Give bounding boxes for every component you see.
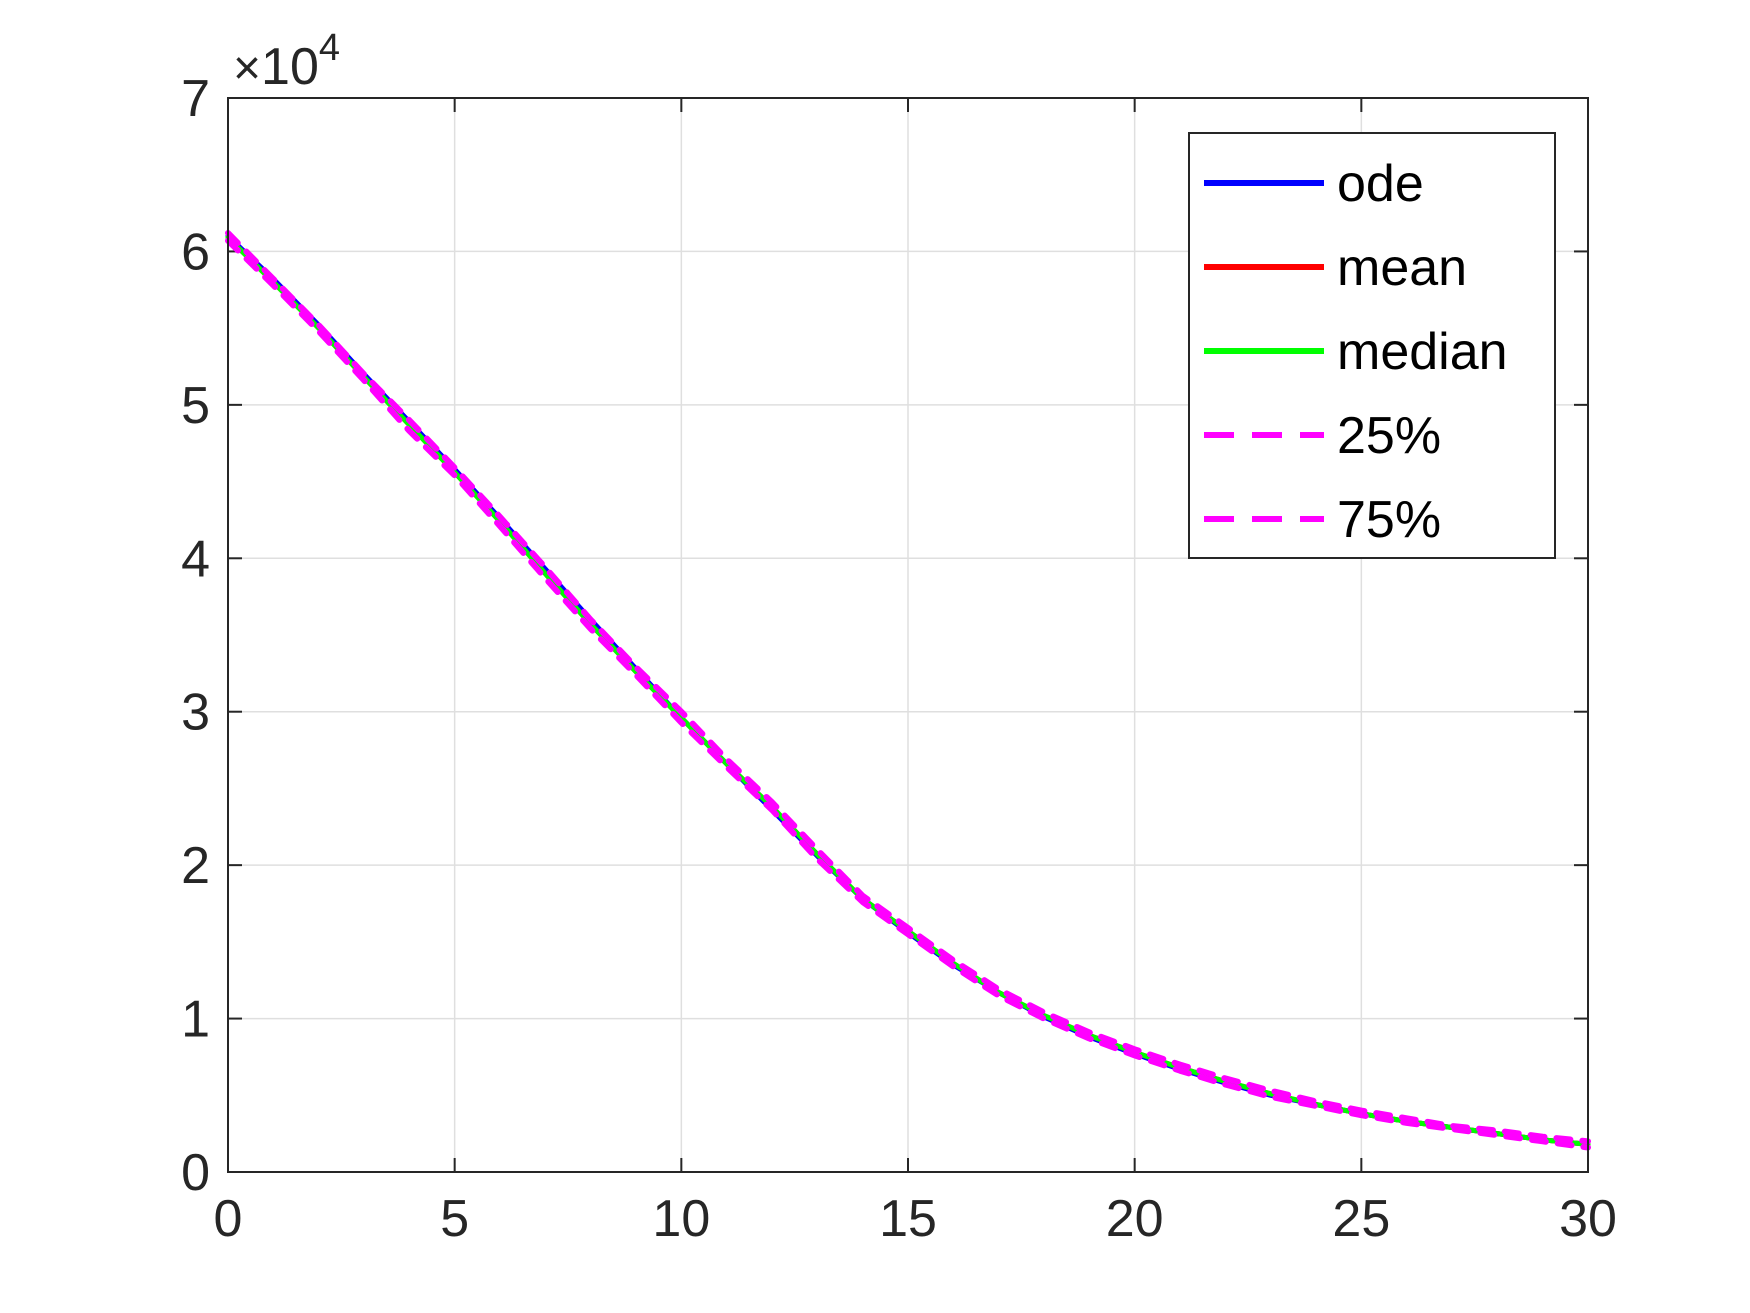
exponent-base: 10 [261, 38, 319, 96]
legend-box [1188, 132, 1556, 559]
x-tick-label: 25 [1332, 1190, 1390, 1248]
legend-label: mean [1337, 239, 1467, 297]
x-tick-label: 20 [1106, 1190, 1164, 1248]
y-tick-label: 4 [181, 530, 210, 588]
x-tick-label: 15 [879, 1190, 937, 1248]
y-tick-labels: 0 1 2 3 4 5 6 7 [181, 70, 210, 1202]
x-tick-label: 0 [214, 1190, 243, 1248]
x-tick-label: 10 [652, 1190, 710, 1248]
axes-box [227, 97, 1589, 1173]
legend: ode mean median 25% 75% [1188, 132, 1556, 559]
y-tick-label: 5 [181, 377, 210, 435]
x-tick-label: 5 [440, 1190, 469, 1248]
legend-label: 25% [1337, 407, 1441, 465]
series-line-3 [225, 237, 1591, 1151]
y-axis-exponent: ×104 [233, 27, 340, 96]
x-tick-label: 30 [1559, 1190, 1617, 1248]
y-tick-label: 3 [181, 684, 210, 742]
y-tick-label: 6 [181, 223, 210, 281]
legend-label: median [1337, 323, 1508, 381]
x-tick-labels: 0 5 10 15 20 25 30 [214, 1190, 1617, 1248]
exponent-times: × [233, 42, 261, 95]
y-tick-label: 0 [181, 1144, 210, 1202]
legend-label: 75% [1337, 491, 1441, 549]
series-line-4 [225, 230, 1591, 1145]
y-tick-label: 2 [181, 837, 210, 895]
y-tick-label: 7 [181, 70, 210, 128]
exponent-power: 4 [319, 27, 340, 69]
series-layer [225, 230, 1591, 1151]
y-tick-label: 1 [181, 991, 210, 1049]
legend-label: ode [1337, 155, 1424, 213]
